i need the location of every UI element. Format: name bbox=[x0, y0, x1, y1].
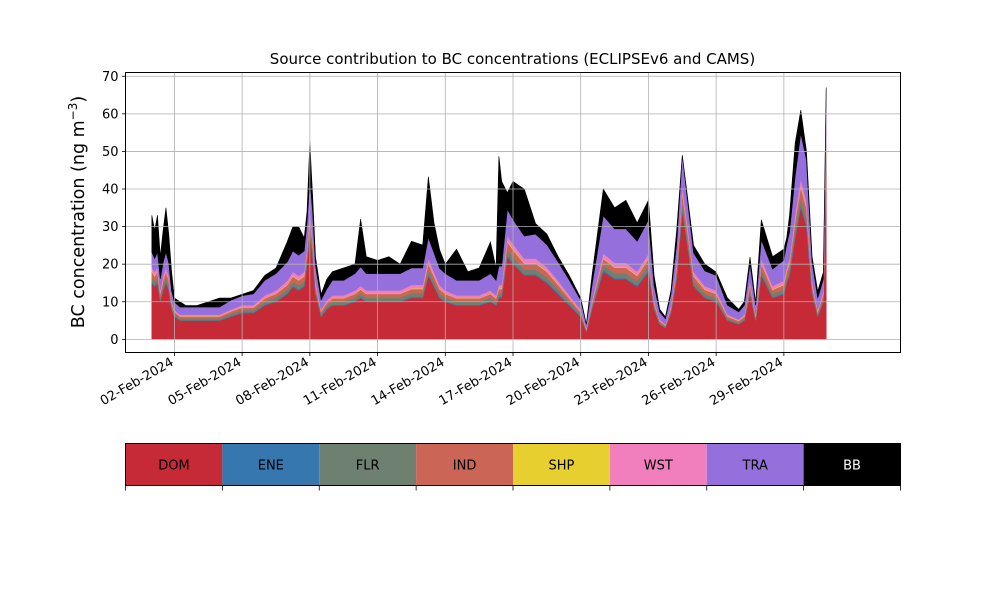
legend-label-dom: DOM bbox=[158, 459, 189, 474]
y-tick-label: 10 bbox=[102, 295, 119, 310]
y-axis-label-text: BC concentration (ng m bbox=[69, 120, 89, 328]
legend-swatch-shp bbox=[513, 443, 610, 486]
legend-swatch-tra bbox=[706, 443, 804, 486]
legend-swatch-bb bbox=[803, 443, 901, 486]
y-tick-label: 70 bbox=[102, 70, 119, 85]
grid-layer bbox=[125, 72, 901, 353]
legend-swatch-dom bbox=[125, 443, 223, 486]
plot-area bbox=[125, 72, 901, 353]
y-tick-label: 60 bbox=[102, 107, 119, 122]
y-axis: 0 10 20 30 40 50 60 70 bbox=[102, 70, 126, 348]
chart-title: Source contribution to BC concentrations… bbox=[270, 50, 755, 68]
legend-swatch-ene bbox=[222, 443, 320, 486]
series-area-bb bbox=[151, 87, 827, 325]
legend-colorbar: DOM ENE FLR IND SHP WST TRA BB bbox=[125, 443, 901, 491]
legend-label-shp: SHP bbox=[549, 459, 575, 474]
series-layer bbox=[151, 87, 827, 340]
legend-swatch-ind bbox=[416, 443, 513, 486]
legend-label-tra: TRA bbox=[742, 459, 768, 474]
y-tick-label: 0 bbox=[110, 333, 118, 348]
y-axis-label-superscript: −3 bbox=[66, 103, 80, 121]
legend-label-wst: WST bbox=[644, 459, 673, 474]
y-axis-label-close: ) bbox=[69, 96, 89, 103]
legend-label-flr: FLR bbox=[356, 459, 380, 474]
legend-swatch-flr bbox=[319, 443, 417, 486]
legend-label-ene: ENE bbox=[258, 459, 284, 474]
y-tick-label: 20 bbox=[102, 258, 119, 273]
legend-swatch-wst bbox=[609, 443, 707, 486]
legend-label-ind: IND bbox=[453, 459, 477, 474]
y-tick-label: 30 bbox=[102, 220, 119, 235]
legend-label-bb: BB bbox=[843, 459, 861, 474]
y-tick-label: 50 bbox=[102, 145, 119, 160]
y-axis-label: BC concentration (ng m−3) bbox=[66, 96, 89, 328]
y-tick-label: 40 bbox=[102, 183, 119, 198]
